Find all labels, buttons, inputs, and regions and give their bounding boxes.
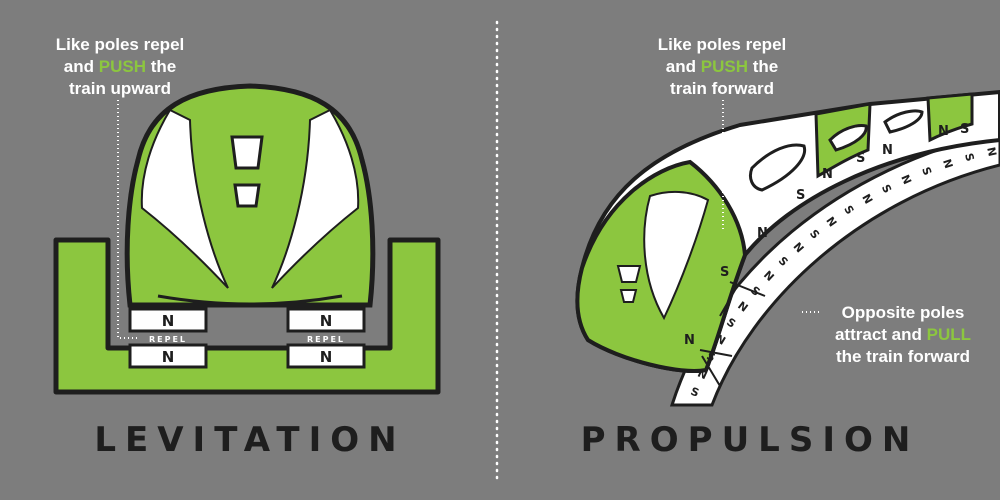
caption-highlight: PUSH [700,57,748,76]
train-window-icon [233,183,261,208]
repel-label: REPEL [149,335,187,344]
propulsion-top-caption: Like poles repel and PUSH the train forw… [622,34,822,100]
caption-line: attract and PULL [818,324,988,346]
pole-label: N [757,226,768,241]
magnet-label: N [162,348,175,366]
caption-line: Opposite poles [841,303,965,322]
pole-label: N [822,167,833,182]
caption-line: the train forward [835,347,971,366]
caption-line: and PUSH the [622,56,822,78]
guideway-magnet-right [286,343,366,369]
pole-label: S [720,265,729,280]
train-magnet-right [286,307,366,333]
caption-text: the [752,57,779,76]
magnet-label: N [162,312,175,330]
train-window-icon [230,135,264,170]
train-magnet-left [128,307,208,333]
pole-labels: N S N S N N S S N [684,122,969,348]
guideway-pole-label: N [940,157,955,170]
propulsion-side-caption: Opposite poles attract and PULL the trai… [818,302,988,368]
repel-arrow [719,289,736,317]
pole-label: N [938,124,949,139]
propulsion-train [575,89,1000,373]
caption-line: train forward [670,79,774,98]
caption-text: attract and [834,325,922,344]
propulsion-leaders [699,100,822,387]
caption-text: and [665,57,697,76]
caption-line: Like poles repel [55,35,185,54]
caption-text: the [150,57,177,76]
pole-label: N [882,143,893,158]
magnet-label: N [320,312,333,330]
levitation-title: LEVITATION [94,420,406,460]
levitation-caption: Like poles repel and PUSH the train upwa… [20,34,220,100]
pole-label: S [960,122,969,137]
guideway-pole-label: S [962,152,977,163]
levitation-train-front [124,83,376,308]
caption-line: train upward [68,79,171,98]
pole-label: N [684,333,695,348]
guideway-pole-label: N [984,146,999,158]
train-window-icon [619,289,638,303]
pole-label: S [796,188,805,203]
attract-arrow [699,349,733,357]
caption-line: and PUSH the [20,56,220,78]
pole-label: S [856,151,865,166]
repel-arrow [701,355,721,387]
guideway-magnet-left [128,343,208,369]
levitation-magnets: N N N N REPEL REPEL [128,307,366,369]
magnet-label: N [320,348,333,366]
repel-label: REPEL [307,335,345,344]
caption-highlight: PUSH [98,57,146,76]
caption-line: Like poles repel [657,35,787,54]
caption-text: and [63,57,95,76]
caption-highlight: PULL [926,325,972,344]
propulsion-title: PROPULSION [580,420,920,460]
attract-arrow [729,281,766,297]
train-window-icon [616,265,642,283]
leader-line [117,100,140,339]
